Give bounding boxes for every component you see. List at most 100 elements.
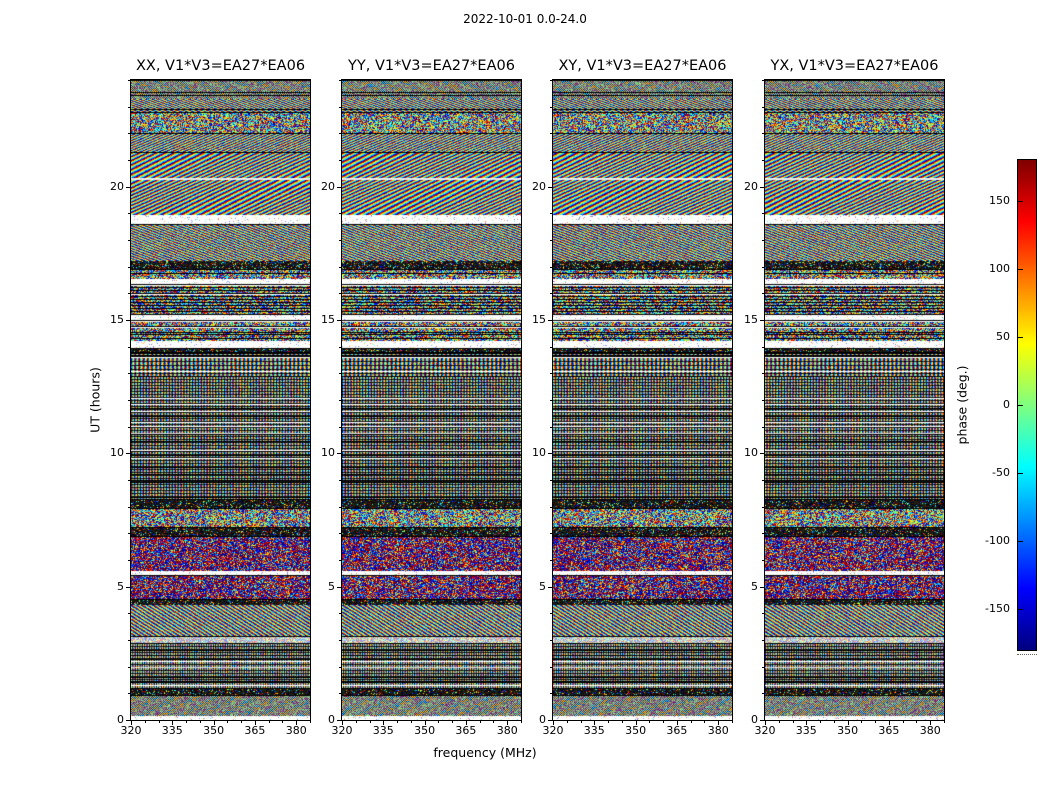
y-minor-tick	[339, 373, 341, 375]
y-tick	[760, 320, 764, 321]
y-tick-label: 20	[110, 179, 124, 193]
x-tick-label: 365	[666, 724, 688, 737]
x-tick-label: 320	[542, 724, 564, 737]
y-tick	[337, 186, 341, 188]
y-minor-tick	[339, 426, 341, 428]
y-tick-label: 5	[539, 579, 546, 593]
x-minor-tick	[452, 721, 454, 723]
colorbar-underflow-marker	[1017, 654, 1037, 655]
y-tick-label: 5	[328, 579, 335, 593]
y-minor-tick	[128, 133, 130, 135]
y-minor-tick	[762, 666, 764, 668]
y-minor-tick	[128, 506, 130, 508]
y-minor-tick	[550, 160, 552, 161]
panel-title-yx: YX, V1*V3=EA27*EA06	[770, 58, 939, 74]
x-minor-tick	[397, 721, 399, 723]
panel-title-yy: YY, V1*V3=EA27*EA06	[348, 58, 515, 74]
x-minor-tick	[608, 721, 610, 723]
colorbar-tick	[1018, 473, 1023, 475]
y-tick-label: 0	[328, 713, 335, 726]
y-minor-tick	[762, 426, 764, 428]
y-tick	[126, 186, 130, 188]
y-tick	[548, 453, 552, 455]
y-minor-tick	[339, 106, 341, 108]
y-minor-tick	[550, 346, 552, 348]
colorbar-tick-label: -50	[992, 466, 1010, 480]
panel-xx-heatmap	[131, 80, 310, 720]
panel-frame-xy	[552, 79, 733, 721]
y-tick	[126, 320, 130, 321]
x-tick	[718, 721, 720, 725]
colorbar-tick-label: 150	[989, 193, 1010, 207]
x-tick	[676, 721, 678, 725]
x-minor-tick	[690, 721, 692, 723]
x-tick-label: 350	[203, 724, 225, 737]
y-minor-tick	[762, 346, 764, 348]
y-tick-label: 0	[751, 713, 758, 726]
x-tick	[424, 721, 426, 725]
x-tick	[594, 721, 596, 725]
y-minor-tick	[128, 293, 130, 295]
x-minor-tick	[355, 721, 357, 723]
y-tick	[126, 453, 130, 455]
y-minor-tick	[128, 426, 130, 428]
y-tick	[548, 186, 552, 188]
x-minor-tick	[227, 721, 229, 723]
y-tick-label: 5	[117, 579, 124, 593]
x-tick	[507, 721, 509, 725]
y-minor-tick	[339, 293, 341, 295]
x-minor-tick	[861, 721, 863, 723]
y-tick	[548, 720, 552, 721]
y-tick	[337, 320, 341, 321]
x-tick	[806, 721, 808, 725]
y-tick-label: 20	[744, 179, 758, 193]
y-minor-tick	[550, 506, 552, 508]
y-minor-tick	[128, 400, 130, 401]
y-minor-tick	[128, 266, 130, 268]
x-tick-label: 380	[707, 724, 729, 737]
y-minor-tick	[762, 640, 764, 641]
y-tick-label: 5	[751, 579, 758, 593]
y-minor-tick	[550, 80, 552, 81]
x-minor-tick	[916, 721, 918, 723]
x-tick-label: 350	[625, 724, 647, 737]
x-minor-tick	[521, 721, 522, 723]
y-minor-tick	[550, 266, 552, 268]
x-tick	[465, 721, 467, 725]
x-minor-tick	[792, 721, 794, 723]
x-tick	[254, 721, 256, 725]
x-minor-tick	[649, 721, 651, 723]
y-tick-label: 20	[321, 179, 335, 193]
y-minor-tick	[550, 666, 552, 668]
y-minor-tick	[128, 560, 130, 561]
y-tick-label: 10	[744, 446, 758, 460]
y-minor-tick	[128, 346, 130, 348]
y-minor-tick	[339, 266, 341, 268]
y-minor-tick	[339, 133, 341, 135]
y-minor-tick	[762, 293, 764, 295]
x-tick-label: 320	[331, 724, 353, 737]
y-minor-tick	[339, 80, 341, 81]
colorbar-frame	[1017, 159, 1037, 651]
colorbar-tick	[1018, 268, 1023, 270]
y-minor-tick	[128, 693, 130, 695]
y-minor-tick	[550, 480, 552, 481]
x-tick-label: 335	[583, 724, 605, 737]
x-minor-tick	[580, 721, 582, 723]
y-minor-tick	[339, 693, 341, 695]
x-tick	[847, 721, 849, 725]
y-minor-tick	[550, 400, 552, 401]
panel-frame-yy	[341, 79, 522, 721]
y-minor-tick	[762, 213, 764, 215]
y-minor-tick	[339, 640, 341, 641]
x-tick-label: 335	[372, 724, 394, 737]
x-tick	[172, 721, 174, 725]
y-minor-tick	[550, 133, 552, 135]
x-tick-label: 320	[754, 724, 776, 737]
panel-title-xx: XX, V1*V3=EA27*EA06	[135, 58, 306, 74]
x-minor-tick	[438, 721, 440, 723]
y-minor-tick	[762, 240, 764, 241]
x-minor-tick	[833, 721, 835, 723]
y-minor-tick	[339, 346, 341, 348]
panel-xy-heatmap	[553, 80, 732, 720]
